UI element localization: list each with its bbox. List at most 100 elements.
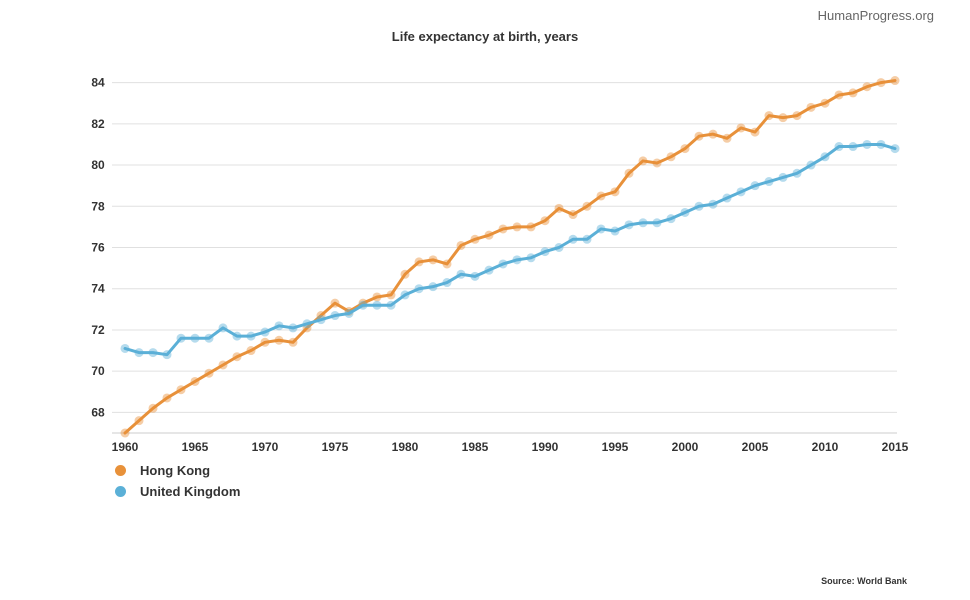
point-united-kingdom-2011[interactable] bbox=[834, 142, 844, 152]
point-hong-kong-2009[interactable] bbox=[806, 102, 816, 112]
point-united-kingdom-2001[interactable] bbox=[694, 201, 704, 211]
point-united-kingdom-1999[interactable] bbox=[666, 214, 676, 224]
point-hong-kong-1971[interactable] bbox=[274, 335, 284, 345]
point-hong-kong-1992[interactable] bbox=[568, 210, 578, 220]
point-hong-kong-1962[interactable] bbox=[148, 403, 158, 413]
point-united-kingdom-1985[interactable] bbox=[470, 271, 480, 281]
point-united-kingdom-1961[interactable] bbox=[134, 348, 144, 358]
point-hong-kong-1997[interactable] bbox=[638, 156, 648, 166]
point-hong-kong-1969[interactable] bbox=[246, 346, 256, 356]
point-hong-kong-2004[interactable] bbox=[736, 123, 746, 133]
point-united-kingdom-2004[interactable] bbox=[736, 187, 746, 197]
point-united-kingdom-2014[interactable] bbox=[876, 139, 886, 149]
point-united-kingdom-1982[interactable] bbox=[428, 282, 438, 292]
point-united-kingdom-1970[interactable] bbox=[260, 327, 270, 337]
point-united-kingdom-2012[interactable] bbox=[848, 142, 858, 152]
point-united-kingdom-2008[interactable] bbox=[792, 168, 802, 178]
point-hong-kong-2007[interactable] bbox=[778, 113, 788, 123]
point-hong-kong-1988[interactable] bbox=[512, 222, 522, 232]
point-hong-kong-2012[interactable] bbox=[848, 88, 858, 98]
point-hong-kong-2005[interactable] bbox=[750, 127, 760, 137]
point-united-kingdom-2010[interactable] bbox=[820, 152, 830, 162]
point-united-kingdom-2003[interactable] bbox=[722, 193, 732, 203]
point-united-kingdom-1998[interactable] bbox=[652, 218, 662, 228]
point-united-kingdom-1990[interactable] bbox=[540, 247, 550, 257]
point-hong-kong-1995[interactable] bbox=[610, 187, 620, 197]
point-united-kingdom-1992[interactable] bbox=[568, 234, 578, 244]
point-united-kingdom-1967[interactable] bbox=[218, 323, 228, 333]
point-hong-kong-1984[interactable] bbox=[456, 240, 466, 250]
point-hong-kong-2001[interactable] bbox=[694, 131, 704, 141]
legend-item-hong-kong[interactable]: Hong Kong bbox=[115, 460, 240, 481]
point-united-kingdom-1987[interactable] bbox=[498, 259, 508, 269]
point-united-kingdom-1995[interactable] bbox=[610, 226, 620, 236]
point-united-kingdom-1991[interactable] bbox=[554, 243, 564, 252]
point-united-kingdom-1994[interactable] bbox=[596, 224, 606, 234]
point-hong-kong-2002[interactable] bbox=[708, 129, 718, 139]
point-united-kingdom-2007[interactable] bbox=[778, 172, 788, 182]
point-hong-kong-1978[interactable] bbox=[372, 292, 382, 302]
point-united-kingdom-1965[interactable] bbox=[190, 333, 200, 343]
point-united-kingdom-1980[interactable] bbox=[400, 290, 410, 300]
point-hong-kong-1960[interactable] bbox=[120, 428, 130, 438]
point-hong-kong-1994[interactable] bbox=[596, 191, 606, 201]
point-hong-kong-1985[interactable] bbox=[470, 234, 480, 244]
point-hong-kong-2010[interactable] bbox=[820, 98, 830, 108]
point-hong-kong-1998[interactable] bbox=[652, 158, 662, 168]
point-hong-kong-2006[interactable] bbox=[764, 111, 774, 121]
point-hong-kong-1986[interactable] bbox=[484, 230, 494, 240]
point-hong-kong-1981[interactable] bbox=[414, 257, 424, 267]
point-united-kingdom-1973[interactable] bbox=[302, 319, 312, 329]
point-united-kingdom-2002[interactable] bbox=[708, 199, 718, 209]
point-united-kingdom-1997[interactable] bbox=[638, 218, 648, 228]
point-united-kingdom-2009[interactable] bbox=[806, 160, 816, 170]
point-united-kingdom-1989[interactable] bbox=[526, 253, 536, 263]
point-hong-kong-1979[interactable] bbox=[386, 290, 396, 300]
point-hong-kong-2015[interactable] bbox=[890, 76, 900, 86]
point-united-kingdom-1993[interactable] bbox=[582, 234, 592, 244]
point-united-kingdom-1978[interactable] bbox=[372, 300, 382, 310]
point-hong-kong-1975[interactable] bbox=[330, 298, 340, 308]
point-united-kingdom-1968[interactable] bbox=[232, 331, 242, 341]
point-hong-kong-1983[interactable] bbox=[442, 259, 452, 269]
point-hong-kong-1980[interactable] bbox=[400, 269, 410, 279]
point-hong-kong-1965[interactable] bbox=[190, 376, 200, 386]
point-united-kingdom-1964[interactable] bbox=[176, 333, 186, 343]
point-united-kingdom-2000[interactable] bbox=[680, 207, 690, 217]
point-united-kingdom-2005[interactable] bbox=[750, 181, 760, 191]
point-united-kingdom-2006[interactable] bbox=[764, 177, 774, 187]
point-hong-kong-2003[interactable] bbox=[722, 133, 732, 143]
point-united-kingdom-1975[interactable] bbox=[330, 311, 340, 321]
point-hong-kong-2014[interactable] bbox=[876, 78, 886, 88]
point-united-kingdom-2013[interactable] bbox=[862, 139, 872, 149]
point-united-kingdom-1996[interactable] bbox=[624, 220, 634, 230]
point-united-kingdom-1984[interactable] bbox=[456, 269, 466, 279]
legend-item-united-kingdom[interactable]: United Kingdom bbox=[115, 481, 240, 502]
point-united-kingdom-2015[interactable] bbox=[890, 144, 900, 154]
point-hong-kong-1993[interactable] bbox=[582, 201, 592, 211]
point-hong-kong-1999[interactable] bbox=[666, 152, 676, 162]
point-hong-kong-1968[interactable] bbox=[232, 352, 242, 362]
point-hong-kong-1972[interactable] bbox=[288, 337, 298, 347]
point-united-kingdom-1981[interactable] bbox=[414, 284, 424, 294]
point-united-kingdom-1962[interactable] bbox=[148, 348, 158, 358]
point-united-kingdom-1979[interactable] bbox=[386, 300, 396, 310]
point-united-kingdom-1960[interactable] bbox=[120, 343, 130, 353]
point-united-kingdom-1974[interactable] bbox=[316, 315, 326, 325]
point-united-kingdom-1971[interactable] bbox=[274, 321, 284, 331]
point-hong-kong-2011[interactable] bbox=[834, 90, 844, 100]
point-united-kingdom-1977[interactable] bbox=[358, 300, 368, 310]
point-hong-kong-1963[interactable] bbox=[162, 393, 172, 403]
point-united-kingdom-1988[interactable] bbox=[512, 255, 522, 265]
point-hong-kong-1989[interactable] bbox=[526, 222, 536, 232]
point-united-kingdom-1972[interactable] bbox=[288, 323, 298, 333]
point-united-kingdom-1976[interactable] bbox=[344, 308, 354, 318]
point-united-kingdom-1983[interactable] bbox=[442, 278, 452, 288]
point-hong-kong-1990[interactable] bbox=[540, 216, 550, 226]
point-hong-kong-2013[interactable] bbox=[862, 82, 872, 92]
point-united-kingdom-1986[interactable] bbox=[484, 265, 494, 275]
point-united-kingdom-1963[interactable] bbox=[162, 350, 172, 360]
point-hong-kong-1961[interactable] bbox=[134, 416, 144, 426]
point-hong-kong-2008[interactable] bbox=[792, 111, 802, 121]
point-hong-kong-1987[interactable] bbox=[498, 224, 508, 234]
